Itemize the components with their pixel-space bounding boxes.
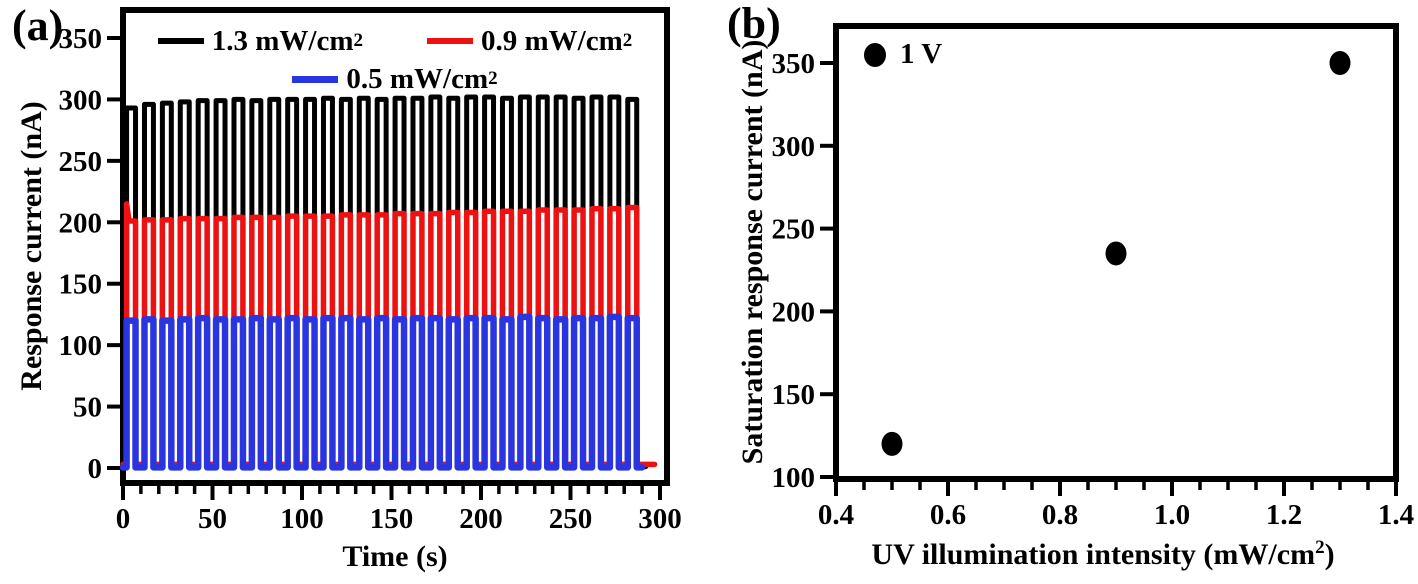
panel-a-y-tick-label: 100 — [59, 330, 103, 362]
panel-a-y-tick-label: 350 — [59, 23, 103, 55]
legend-marker-dot-icon — [864, 42, 886, 67]
panel-b-x-axis-title-superscript: 2 — [1315, 537, 1325, 558]
panel-a-y-tick-label: 300 — [59, 84, 103, 116]
panel-a-frame — [120, 7, 670, 486]
panel-a-legend: 1.3 mW/cm 2 0.9 mW/cm 2 0.5 mW/cm 2 — [123, 22, 667, 98]
panel-a-x-tick-label: 100 — [280, 503, 324, 535]
panel-a-y-tick-label: 200 — [59, 207, 103, 239]
panel-b-y-tick-label: 300 — [772, 131, 816, 163]
panel-a-x-tick-label: 150 — [370, 503, 414, 535]
series-line-0-5-mw-cm2 — [119, 313, 646, 471]
panel-a-y-tick-label: 250 — [59, 146, 103, 178]
panel-b-x-axis-title-text: UV illumination intensity (mW/cm — [871, 538, 1316, 571]
legend-line-swatch-red — [427, 38, 473, 44]
panel-a-x-tick-label: 0 — [116, 503, 131, 535]
panel-b-legend-label: 1 V — [900, 38, 943, 70]
panel-b-frame — [833, 23, 1399, 482]
panel-b-plot: 100 150 200 250 300 350 0.4 0.6 0.8 1.0 1.2 1.4 — [772, 23, 1414, 531]
legend-item-0p5: 0.5 mW/cm 2 — [292, 62, 498, 96]
legend-label-0p5: 0.5 mW/cm — [346, 62, 489, 95]
panel-b-y-tick-label: 100 — [772, 462, 816, 494]
panel-b-letter: (b) — [727, 0, 781, 48]
data-point — [881, 431, 903, 456]
panel-b-x-tick-label: 0.4 — [818, 499, 854, 531]
panel-b-x-tick-label: 1.0 — [1154, 499, 1190, 531]
panel-b-legend: 1 V — [864, 40, 942, 69]
data-point — [1329, 51, 1351, 75]
legend-item-0p9: 0.9 mW/cm 2 — [427, 25, 632, 58]
data-point — [1105, 241, 1127, 266]
panel-b-x-tick-label: 1.2 — [1266, 499, 1302, 531]
legend-line-swatch-black — [157, 38, 204, 44]
panel-a-x-axis-title: Time (s) — [342, 540, 448, 573]
panel-a-x-tick-label: 50 — [198, 503, 227, 535]
legend-item-1p3: 1.3 mW/cm 2 — [157, 24, 363, 58]
panel-b-x-tick-label: 0.6 — [930, 499, 966, 531]
panel-a-x-tick-label: 200 — [459, 503, 503, 535]
panel-b-y-tick-label: 200 — [772, 296, 816, 328]
panel-a-plot: 0 50 100 150 200 250 300 350 0 50 100 150 200 250 300 — [59, 7, 682, 535]
panel-a-x-tick-label: 300 — [638, 503, 682, 535]
panel-a-y-tick-label: 0 — [88, 453, 103, 485]
panel-a-legend-row-2: 0.5 mW/cm 2 — [123, 60, 667, 98]
panel-b-x-tick-label: 0.8 — [1042, 499, 1078, 531]
panel-a-y-axis-title: Response current (nA) — [15, 101, 48, 391]
panel-b-y-tick-label: 350 — [772, 48, 816, 80]
panel-a-y-tick-label: 50 — [73, 392, 102, 424]
panel-b-y-tick-label: 150 — [772, 379, 816, 411]
panel-b-x-axis-title-suffix: ) — [1324, 538, 1335, 571]
panel-a-letter: (a) — [12, 1, 64, 50]
panel-a-x-tick-label: 250 — [549, 503, 593, 535]
legend-label-0p9: 0.9 mW/cm — [481, 24, 623, 57]
panel-a-legend-row-1: 1.3 mW/cm 2 0.9 mW/cm 2 — [123, 22, 667, 60]
panel-b-y-tick-label: 250 — [772, 214, 816, 246]
legend-line-swatch-blue — [292, 75, 339, 83]
panel-b-x-axis-title: UV illumination intensity (mW/cm2) — [871, 537, 1335, 571]
panel-b-x-tick-label: 1.4 — [1378, 499, 1414, 531]
panel-a-y-tick-label: 150 — [59, 269, 103, 301]
legend-label-1p3: 1.3 mW/cm — [211, 24, 354, 57]
panel-b-y-axis-title: Saturation response current (nA) — [736, 39, 769, 465]
